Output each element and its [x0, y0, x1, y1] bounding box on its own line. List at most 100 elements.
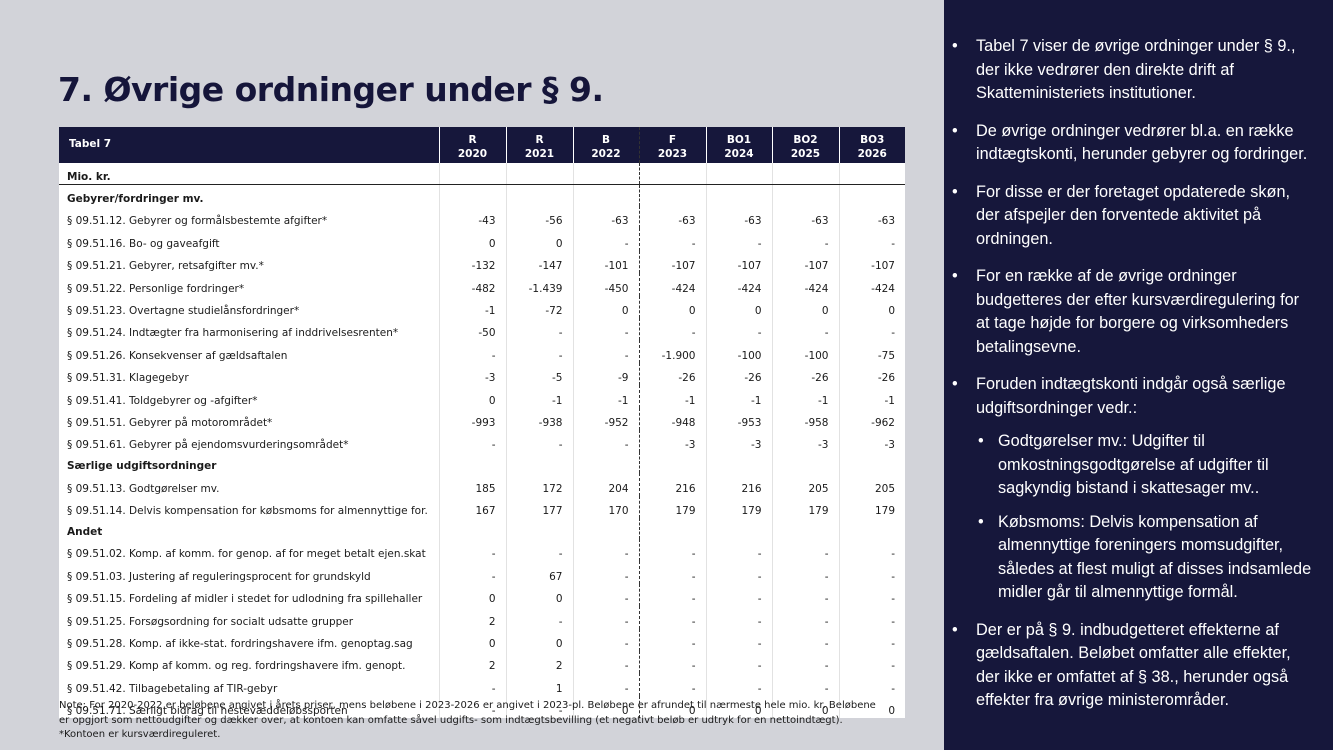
table-row: § 09.51.42. Tilbagebetaling af TIR-gebyr…: [59, 673, 905, 696]
table-row: § 09.51.16. Bo- og gaveafgift 0 0- - - - -: [59, 228, 905, 251]
cell-value: -: [838, 228, 905, 251]
cell-value: -: [838, 651, 905, 674]
section-header-row: Særlige udgiftsordninger: [59, 452, 905, 474]
cell-value: -: [838, 673, 905, 696]
cell-value: 0: [438, 628, 506, 652]
cell-value: -56: [505, 206, 573, 229]
cell-value: -: [438, 429, 506, 453]
row-label: § 09.51.03. Justering af reguleringsproc…: [67, 570, 371, 583]
row-label: § 09.51.24. Indtægter fra harmonisering …: [67, 327, 399, 340]
cell-value: -948: [638, 407, 707, 430]
cell-value: -: [638, 561, 707, 584]
sub-bullet-item: Købsmoms: Delvis kompensation af almenny…: [976, 511, 1315, 605]
cell-value: -9: [572, 362, 639, 386]
table-row: § 09.51.02. Komp. af komm. for genop. af…: [59, 539, 905, 562]
section-title: Særlige udgiftsordninger: [67, 460, 217, 473]
cell-value: -: [705, 228, 772, 251]
cell-value: -: [705, 317, 772, 341]
column-year: 2026: [857, 148, 887, 160]
cell-value: -958: [771, 407, 839, 430]
cell-value: -: [505, 539, 573, 562]
cell-value: -132: [438, 250, 506, 274]
cell-value: 0: [572, 695, 639, 719]
table-row: § 09.51.71. Særligt bidrag til hestevædd…: [59, 695, 905, 719]
row-label: § 09.51.25. Forsøgsordning for socialt u…: [67, 615, 354, 628]
row-label: § 09.51.51. Gebyrer på motorområdet*: [67, 416, 273, 429]
row-label: § 09.51.12. Gebyrer og formålsbestemte a…: [67, 215, 328, 228]
cell-value: 0: [705, 695, 772, 719]
cell-value: -63: [771, 206, 839, 229]
cell-value: 177: [505, 495, 573, 519]
cell-value: -: [638, 228, 707, 251]
cell-value: -101: [572, 250, 639, 274]
column-year: 2024: [724, 148, 754, 160]
row-label: § 09.51.31. Klagegebyr: [67, 372, 189, 385]
section-header-row: Gebyrer/fordringer mv.: [59, 184, 905, 206]
cell-value: -1.439: [505, 273, 573, 296]
bullet-list: Tabel 7 viser de øvrige ordninger under …: [944, 35, 1333, 727]
table-label: Tabel 7: [59, 127, 439, 163]
cell-value: -: [572, 228, 639, 251]
cell-value: -: [572, 628, 639, 652]
cell-value: 0: [771, 695, 839, 719]
row-label: § 09.51.02. Komp. af komm. for genop. af…: [67, 548, 426, 561]
cell-value: -: [505, 317, 573, 341]
cell-value: -424: [771, 273, 839, 296]
cell-value: -: [771, 606, 839, 629]
column-type: R: [535, 134, 544, 146]
table-row: § 09.51.51. Gebyrer på motorområdet* -993…: [59, 407, 905, 430]
cell-value: -5: [505, 362, 573, 386]
row-label: § 09.51.22. Personlige fordringer*: [67, 282, 245, 295]
summary-panel: Tabel 7 viser de øvrige ordninger under …: [944, 0, 1333, 750]
cell-value: -100: [771, 340, 839, 363]
cell-value: 179: [705, 495, 772, 519]
units-label: Mio. kr.: [59, 163, 439, 185]
cell-value: -: [572, 539, 639, 562]
row-label: § 09.51.23. Overtagne studielånsfordring…: [67, 304, 300, 317]
cell-value: -: [838, 561, 905, 584]
cell-value: -: [438, 561, 506, 584]
cell-value: -: [771, 628, 839, 652]
cell-value: -: [638, 606, 707, 629]
cell-value: -: [638, 673, 707, 696]
cell-value: 185: [438, 473, 506, 496]
cell-value: -: [638, 628, 707, 652]
cell-value: 0: [505, 228, 573, 251]
cell-value: -26: [771, 362, 839, 386]
table-row: § 09.51.13. Godtgørelser mv. 185 172 204 216…: [59, 473, 905, 496]
column-header: BO2 2025: [771, 127, 839, 163]
cell-value: 179: [838, 495, 905, 519]
cell-value: -1: [505, 385, 573, 408]
cell-value: -63: [572, 206, 639, 229]
cell-value: -63: [638, 206, 707, 229]
cell-value: 0: [838, 295, 905, 318]
cell-value: -424: [705, 273, 772, 296]
table-header-row: Tabel 7 R 2020 R 2021 B 2022 F 2023 BO1 2024 BO2 202…: [59, 127, 905, 163]
bullet-item: Tabel 7 viser de øvrige ordninger under …: [944, 35, 1333, 106]
cell-value: -1: [638, 385, 707, 408]
column-header: BO1 2024: [705, 127, 772, 163]
column-header: R 2020: [438, 127, 506, 163]
row-label: § 09.51.26. Konsekvenser af gældsaftalen: [67, 349, 288, 362]
cell-value: -: [771, 317, 839, 341]
cell-value: -: [771, 561, 839, 584]
page-title: 7. Øvrige ordninger under § 9.: [58, 70, 604, 109]
cell-value: -: [572, 606, 639, 629]
cell-value: 0: [505, 628, 573, 652]
row-label: § 09.51.28. Komp. af ikke-stat. fordring…: [67, 638, 413, 651]
cell-value: -: [505, 606, 573, 629]
column-header: B 2022: [572, 127, 639, 163]
cell-value: -: [838, 317, 905, 341]
table-note: Note: For 2020-2022 er beløbene angivet …: [59, 699, 919, 743]
bullet-text: Foruden indtægtskonti indgår også særlig…: [976, 375, 1286, 417]
cell-value: -: [771, 673, 839, 696]
cell-value: -: [572, 561, 639, 584]
cell-value: 0: [438, 385, 506, 408]
table-row: § 09.51.21. Gebyrer, retsafgifter mv.* -1…: [59, 250, 905, 274]
column-year: 2020: [457, 148, 488, 160]
cell-value: -63: [838, 206, 905, 229]
cell-value: 0: [572, 295, 639, 318]
cell-value: -107: [771, 250, 839, 274]
cell-value: 0: [505, 583, 573, 607]
cell-value: 216: [705, 473, 772, 496]
